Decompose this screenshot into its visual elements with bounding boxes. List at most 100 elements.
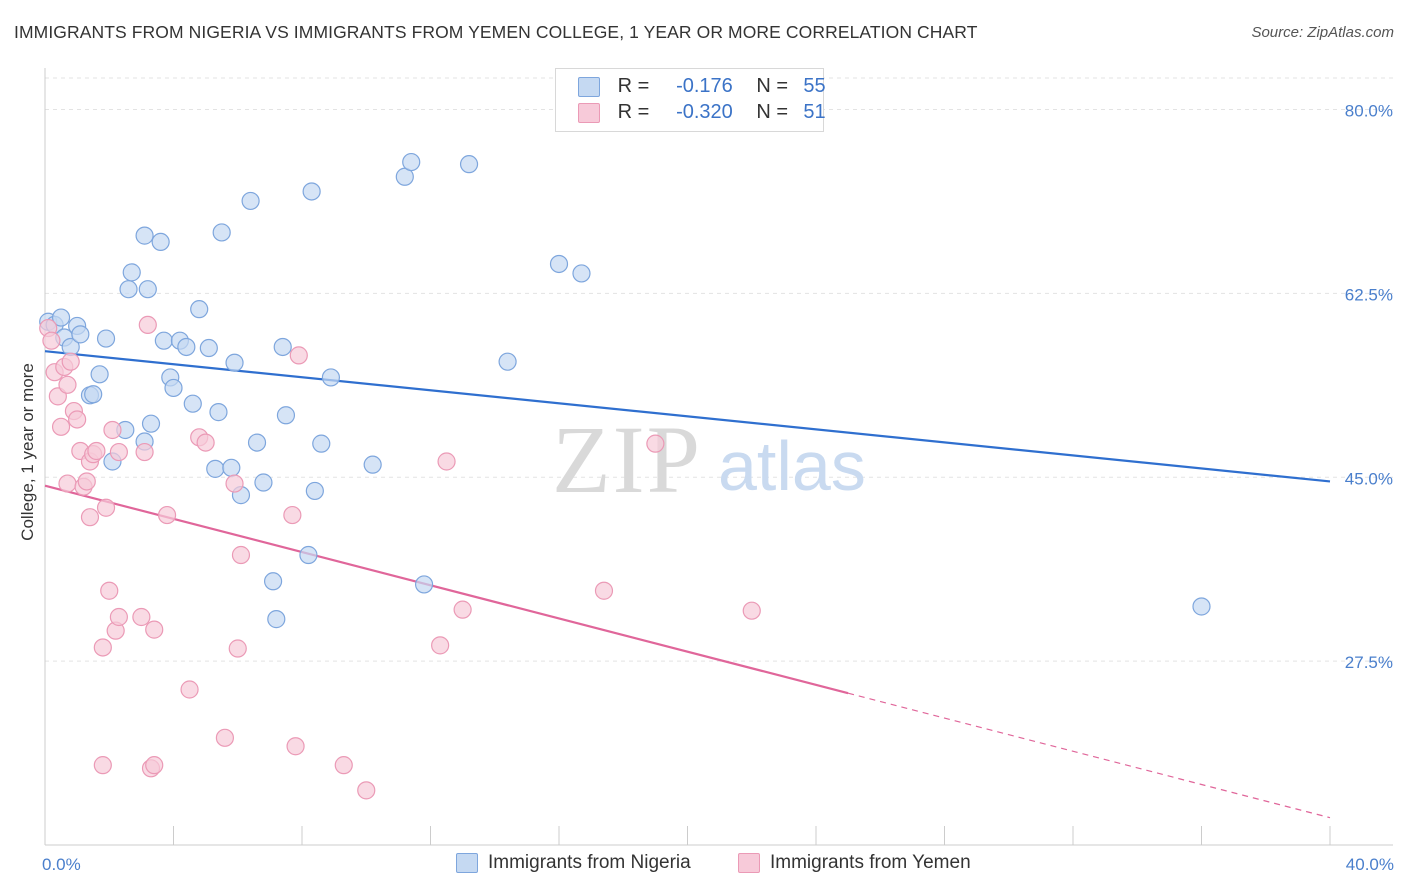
yemen-point [453,600,472,619]
nigeria-point [96,329,116,348]
yemen-point [87,441,106,461]
nigeria-point [273,337,292,357]
trend-lines [44,350,1331,819]
yemen-point [96,498,116,517]
legend-row-yemen: R = -0.320 N = 51 [578,101,826,127]
yemen-point [157,505,177,525]
yemen-point [180,680,199,699]
nigeria-legend-label: Immigrants from Nigeria [488,852,691,873]
yemen-point [109,442,128,462]
y-tick-label: 27.5% [1345,653,1393,672]
bottom-legend-nigeria: Immigrants from Nigeria [456,852,691,874]
yemen-point [215,728,234,747]
yemen-point [138,315,157,335]
yemen-trend-line [44,484,849,695]
x-tick-label-min: 0.0% [42,855,81,874]
nigeria-point [90,365,109,384]
nigeria-point [206,459,225,478]
yemen-point [80,508,100,527]
nigeria-point [241,191,260,211]
legend-r-label: R = [617,101,650,124]
yemen-point [100,581,119,600]
y-tick-label: 80.0% [1345,102,1393,121]
nigeria-point [177,337,196,357]
nigeria-point [402,152,421,172]
yemen-trend-extension [847,692,1331,819]
nigeria-point [164,378,183,398]
nigeria-point [154,331,173,350]
nigeria-point [222,458,241,477]
tick-labels: 27.5% 45.0% 62.5% 80.0% 0.0% 40.0% [42,102,1394,874]
yemen-point [431,636,450,655]
nigeria-point [498,352,517,371]
nigeria-trend-line [44,350,1331,483]
nigeria-point [247,433,267,452]
yemen-point [58,474,77,493]
nigeria-point [1192,597,1211,616]
legend-n-label: N = [756,101,789,124]
nigeria-point [122,263,141,282]
yemen-point [68,410,87,429]
nigeria-point [84,385,103,404]
nigeria-point [138,280,157,299]
nigeria-point [321,368,341,387]
yemen-point [594,581,614,600]
yemen-point [231,545,251,565]
yemen-point [283,505,302,525]
bottom-legend-yemen: Immigrants from Yemen [738,852,971,874]
nigeria-point [151,232,170,252]
yemen-point [225,474,244,493]
yemen-point [77,472,96,491]
yemen-point [93,638,112,657]
source-credit: Source: ZipAtlas.com [1251,24,1394,41]
data-points [39,152,1211,800]
yemen-point [109,607,128,627]
watermark: ZIP atlas [552,406,866,513]
nigeria-point [305,481,324,501]
yemen-point [334,756,353,775]
nigeria-point [254,473,273,492]
legend-r-label: R = [617,75,650,98]
legend-n-value-nigeria: 55 [803,75,826,98]
yemen-point [58,375,77,394]
legend-r-value-yemen: -0.320 [676,101,733,124]
yemen-point [51,417,71,436]
nigeria-point [212,223,231,242]
nigeria-point [183,394,202,413]
nigeria-point [302,182,321,201]
nigeria-point [135,226,154,245]
nigeria-swatch [578,76,600,97]
yemen-point [228,639,247,658]
yemen-point [61,352,80,371]
yemen-point [42,331,61,350]
legend-r-value-nigeria: -0.176 [676,75,733,98]
nigeria-point [199,338,218,358]
yemen-legend-label: Immigrants from Yemen [770,852,971,873]
legend-row-nigeria: R = -0.176 N = 55 [578,75,826,101]
nigeria-point [414,575,434,594]
yemen-point [103,420,122,440]
chart-title: IMMIGRANTS FROM NIGERIA VS IMMIGRANTS FR… [14,22,978,42]
nigeria-point [267,610,286,629]
legend-n-value-yemen: 51 [803,101,826,124]
yemen-point [646,434,665,453]
nigeria-point [225,353,244,372]
yemen-point [289,346,308,365]
watermark-atlas: atlas [718,427,866,505]
nigeria-point [141,414,161,433]
nigeria-point [459,155,479,174]
nigeria-point [312,434,331,453]
yemen-swatch [578,102,600,123]
yemen-legend-swatch [738,853,760,873]
yemen-point [132,607,151,627]
yemen-point [437,452,456,471]
nigeria-point [190,300,209,319]
y-axis-label: College, 1 year or more [18,363,37,541]
nigeria-point [572,264,591,283]
watermark-zip: ZIP [552,406,702,513]
nigeria-legend-swatch [456,853,478,873]
nigeria-point [549,254,569,274]
yemen-point [196,433,215,452]
y-tick-label: 45.0% [1345,469,1393,488]
gridlines [45,77,1393,662]
